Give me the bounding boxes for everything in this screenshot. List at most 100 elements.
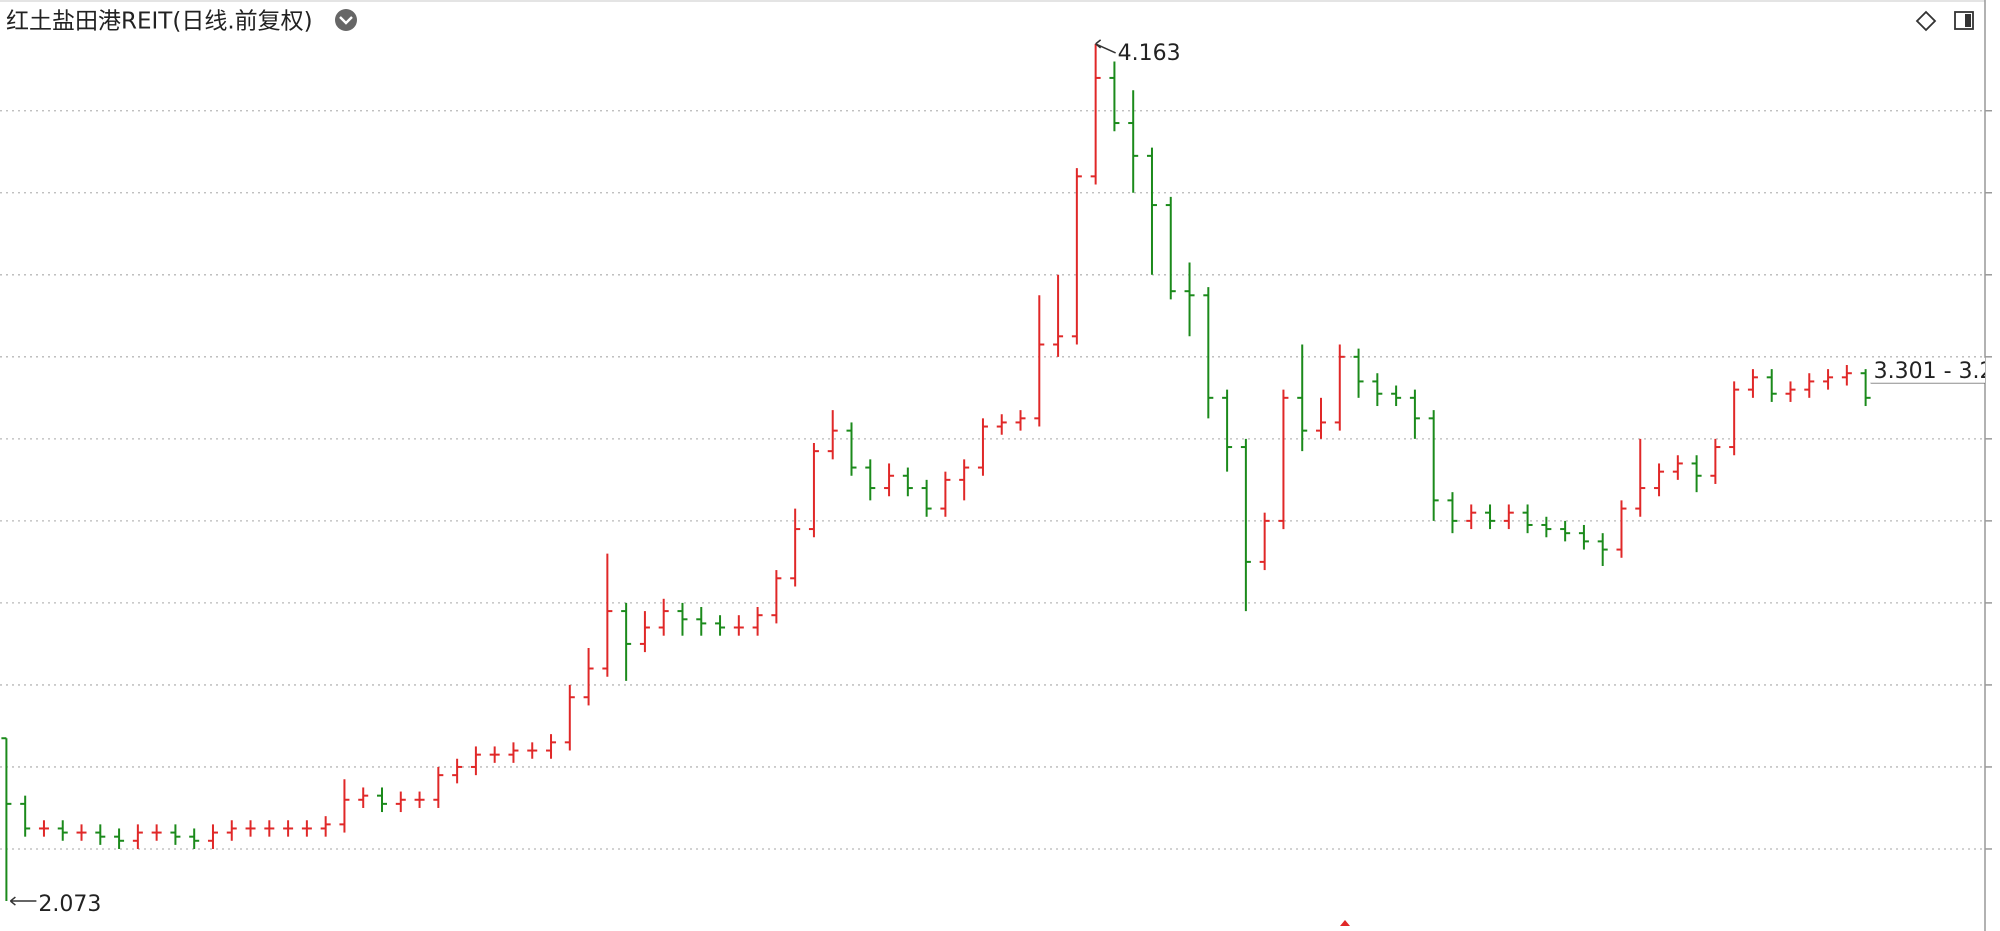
candle	[808, 442, 819, 538]
candle	[1578, 524, 1589, 550]
candle	[940, 471, 951, 517]
candle	[771, 570, 782, 624]
candle	[339, 779, 350, 833]
candle	[1447, 492, 1458, 534]
candle	[1, 737, 12, 902]
candle	[1597, 533, 1608, 566]
low-label: 2.073	[38, 892, 101, 917]
candle	[1334, 344, 1345, 431]
candle	[414, 791, 425, 808]
candle	[546, 734, 557, 759]
candle	[1184, 262, 1195, 337]
candle	[865, 459, 876, 501]
candle	[1503, 504, 1514, 530]
candle	[1560, 520, 1571, 542]
candle	[1541, 516, 1552, 538]
candle	[1128, 90, 1139, 193]
candle	[1316, 397, 1326, 439]
candle	[189, 828, 200, 849]
candle	[489, 746, 500, 763]
candle	[1466, 504, 1477, 530]
high-pointer	[1095, 39, 1116, 54]
marker-icon	[1340, 920, 1350, 926]
dropdown-button[interactable]	[335, 9, 357, 31]
candle	[114, 828, 125, 849]
candle	[639, 611, 650, 653]
candle	[1203, 287, 1214, 419]
candle	[1747, 369, 1758, 398]
candle	[1222, 389, 1233, 472]
candle	[1841, 365, 1852, 386]
candle	[76, 824, 87, 841]
candle	[1259, 512, 1270, 571]
candle	[696, 606, 707, 636]
chart-title: 红土盐田港REIT(日线.前复权)	[6, 9, 313, 35]
candle	[20, 795, 31, 837]
candle	[1710, 438, 1721, 484]
candle	[320, 816, 331, 837]
candle	[1691, 455, 1702, 493]
candle	[564, 684, 575, 751]
panel-icon[interactable]	[1954, 11, 1974, 30]
candle	[1823, 369, 1834, 390]
candle	[1729, 381, 1740, 456]
candle	[1409, 389, 1420, 439]
candle	[527, 742, 538, 759]
candle	[377, 787, 387, 813]
candle	[621, 602, 632, 681]
candle	[452, 758, 463, 784]
candle	[658, 598, 669, 636]
candle	[245, 820, 256, 837]
last-price-box	[1870, 357, 1985, 383]
candle	[264, 820, 275, 837]
candle	[1672, 455, 1683, 480]
candle	[1616, 500, 1627, 558]
low-pointer	[9, 896, 37, 906]
candle	[170, 824, 181, 845]
candle	[1804, 373, 1815, 398]
candle	[790, 508, 801, 587]
candle	[1034, 295, 1045, 427]
candle	[1278, 389, 1289, 530]
candle	[1654, 463, 1665, 497]
candle	[1391, 385, 1402, 407]
candle	[95, 824, 106, 845]
candle	[283, 820, 294, 837]
candle	[301, 820, 312, 837]
candle	[207, 824, 218, 849]
last-price-label: 3.301 - 3.29	[1874, 359, 2000, 384]
candle	[1372, 373, 1383, 407]
candle	[846, 422, 857, 476]
candle	[1485, 504, 1496, 530]
candle	[1109, 61, 1120, 132]
candle	[902, 467, 913, 497]
candle	[1240, 438, 1251, 612]
candle	[1353, 348, 1364, 398]
candle	[395, 791, 406, 813]
candle	[959, 459, 970, 501]
diamond-icon[interactable]	[1915, 10, 1937, 32]
candle	[1860, 369, 1871, 407]
candle	[1766, 369, 1777, 402]
candle	[1297, 344, 1308, 452]
candle	[132, 824, 143, 849]
candle	[226, 820, 237, 841]
candle	[151, 824, 162, 841]
candle	[470, 746, 481, 776]
candle	[677, 602, 688, 636]
candle	[602, 553, 613, 677]
candle	[57, 820, 68, 841]
high-label: 4.163	[1118, 41, 1181, 66]
candle	[1053, 274, 1064, 357]
candle	[1522, 504, 1533, 534]
candle	[1428, 410, 1439, 521]
candle	[752, 606, 763, 636]
candle	[358, 787, 369, 808]
candle	[583, 648, 594, 706]
candle	[733, 615, 744, 636]
candle	[827, 410, 838, 460]
candle	[38, 820, 49, 837]
candle	[1071, 168, 1082, 345]
candle	[433, 766, 444, 808]
